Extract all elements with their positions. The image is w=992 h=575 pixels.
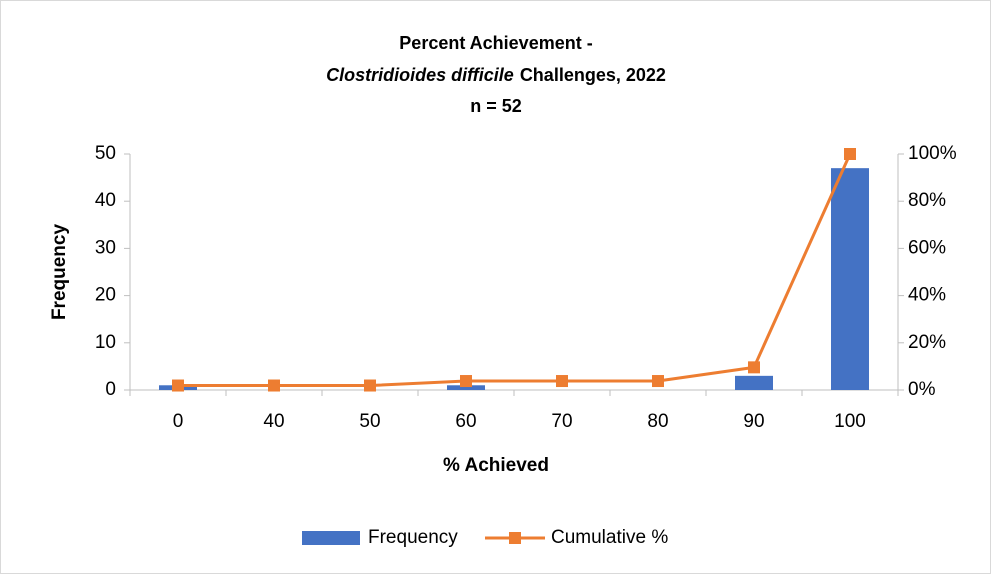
line-marker: [652, 375, 664, 388]
x-axis-title: % Achieved: [443, 455, 549, 476]
y-axis-title: Frequency: [49, 224, 70, 321]
line-marker: [844, 148, 856, 160]
x-tick-label: 100: [834, 411, 866, 432]
chart-subtitle: n = 52: [470, 96, 522, 116]
y-tick-label: 10: [95, 332, 116, 353]
x-tick-label: 40: [263, 411, 284, 432]
y2-tick-label: 100%: [908, 143, 957, 164]
bar: [735, 375, 773, 390]
line-marker: [268, 379, 280, 392]
chart-title: Clostridioides difficile Challenges, 2022: [326, 65, 666, 85]
y-tick-label: 30: [95, 237, 116, 258]
y2-tick-label: 80%: [908, 190, 946, 211]
legend-label: Cumulative %: [551, 527, 668, 548]
legend-swatch-marker: [509, 532, 521, 544]
x-tick-label: 60: [455, 411, 476, 432]
line-marker: [556, 375, 568, 388]
y-tick-label: 20: [95, 285, 116, 306]
x-tick-label: 0: [173, 411, 184, 432]
y2-tick-label: 0%: [908, 379, 936, 400]
x-tick-label: 50: [359, 411, 380, 432]
x-tick-label: 70: [551, 411, 572, 432]
y2-tick-label: 20%: [908, 332, 946, 353]
bar: [447, 385, 485, 390]
x-tick-label: 80: [647, 411, 668, 432]
y-tick-label: 50: [95, 143, 116, 164]
legend-swatch: [302, 531, 360, 545]
chart-title: Percent Achievement -: [399, 33, 592, 53]
x-tick-label: 90: [743, 411, 764, 432]
y-tick-label: 0: [105, 379, 116, 400]
line: [178, 153, 852, 388]
bar: [831, 168, 869, 390]
line-marker: [748, 361, 760, 374]
legend-label: Frequency: [368, 527, 458, 548]
line-marker: [364, 379, 376, 392]
y-tick-label: 40: [95, 190, 116, 211]
chart-title-italic: Clostridioides difficile: [326, 65, 514, 85]
y2-tick-label: 40%: [908, 285, 946, 306]
line-marker: [172, 379, 184, 392]
chart-title-part: Challenges, 2022: [520, 65, 666, 85]
line-marker: [460, 375, 472, 388]
y2-tick-label: 60%: [908, 237, 946, 258]
